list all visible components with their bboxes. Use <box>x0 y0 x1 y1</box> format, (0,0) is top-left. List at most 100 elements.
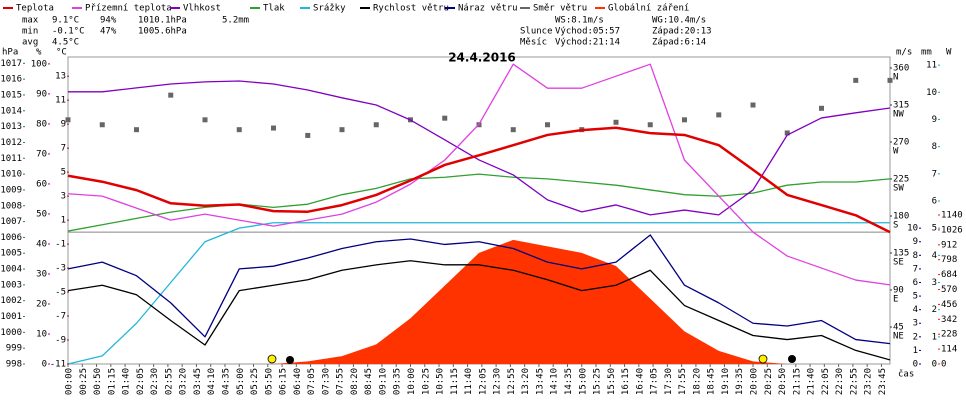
y-tick-label: 998 <box>6 360 22 370</box>
x-tick-label: 11:40 <box>464 368 474 395</box>
stat-text: Západ:6:14 <box>652 38 706 48</box>
x-tick-label: 17:30 <box>664 368 674 395</box>
y-tick-label: 114 <box>941 345 957 355</box>
axis-unit: hPa <box>2 48 18 58</box>
direction-point <box>647 122 653 128</box>
y-tick-label: 5 <box>932 224 937 234</box>
y-tick-label: 70 <box>36 149 47 159</box>
y-tick-label: 10 <box>926 88 937 98</box>
y-tick-label: 20 <box>36 299 47 309</box>
x-tick-label: 13:45 <box>535 368 545 395</box>
stat-text: 4.5°C <box>52 38 79 48</box>
stat-text: WG:10.4m/s <box>652 16 706 26</box>
y-tick-label: 0 <box>932 360 937 370</box>
y-tick-label: 228 <box>941 330 957 340</box>
x-tick-label: 00:50 <box>93 368 103 395</box>
y-tick-label: 1015 <box>0 90 22 100</box>
radiation-area <box>68 239 890 364</box>
x-tick-label: 19:10 <box>721 368 731 395</box>
x-tick-label: 06:40 <box>293 368 303 395</box>
direction-point <box>305 132 311 138</box>
y-tick-label: 9 <box>932 115 937 125</box>
stat-text: Slunce <box>520 27 553 37</box>
stat-text: 5.2mm <box>222 16 249 26</box>
stat-text: WS:8.1m/s <box>555 16 604 26</box>
y-tick-label: -1 <box>55 240 66 250</box>
direction-point <box>750 102 756 108</box>
y-tick-label: 1014 <box>0 106 22 116</box>
y-tick-label: 7 <box>61 144 66 154</box>
legend-label: Teplota <box>16 4 54 14</box>
direction-point <box>134 127 139 133</box>
x-tick-label: 04:35 <box>221 368 231 395</box>
x-tick-label: 07:05 <box>307 368 317 395</box>
y-tick-label: 4 <box>913 305 918 315</box>
y-tick-label: 2 <box>913 332 918 342</box>
sunset-icon <box>758 354 768 364</box>
direction-point <box>168 92 174 98</box>
y-tick-label: 1009 <box>0 185 22 195</box>
x-tick-label: 19:35 <box>735 368 745 395</box>
y-tick-label: 2 <box>932 305 937 315</box>
direction-point <box>442 115 448 121</box>
y-tick-label: 798 <box>941 255 957 265</box>
compass-label: E <box>893 295 898 305</box>
y-tick-label: 1011 <box>0 154 22 164</box>
y-tick-label: 1026 <box>941 225 963 235</box>
stat-text: 94% <box>100 16 117 26</box>
y-tick-label: 13 <box>55 72 66 82</box>
stat-text: Západ:20:13 <box>652 27 712 37</box>
direction-point <box>271 125 276 131</box>
y-tick-label: 270 <box>893 138 909 148</box>
y-tick-label: 1012 <box>0 138 22 148</box>
y-tick-label: -5 <box>55 288 66 298</box>
compass-label: N <box>893 73 898 83</box>
direction-point <box>784 130 790 136</box>
legend-label: Přízemní teplota <box>85 4 172 14</box>
y-tick-label: 1 <box>913 346 918 356</box>
x-tick-label: 08:45 <box>364 368 374 395</box>
y-tick-label: 1007 <box>0 217 22 227</box>
legend-label: Náraz větru <box>458 4 518 14</box>
x-tick-label: 20:50 <box>778 368 788 395</box>
legend-label: Rychlost větru <box>373 4 449 14</box>
x-tick-label: 23:20 <box>864 368 874 395</box>
x-tick-label: 02:55 <box>164 368 174 395</box>
stat-text: avg <box>22 38 38 48</box>
chart-title: 24.4.2016 <box>448 51 516 65</box>
y-tick-label: 40 <box>36 239 47 249</box>
x-tick-label: 08:20 <box>350 368 360 395</box>
y-tick-label: 60 <box>36 179 47 189</box>
direction-point <box>99 122 105 128</box>
legend-label: Směr větru <box>533 4 587 14</box>
x-tick-label: 15:50 <box>607 368 617 395</box>
x-tick-label: 22:55 <box>849 368 859 395</box>
y-tick-label: 3 <box>913 319 918 329</box>
y-tick-label: 999 <box>6 344 22 354</box>
x-tick-label: 22:30 <box>835 368 845 395</box>
legend-label: Vlhkost <box>183 4 221 14</box>
x-tick-label: 12:55 <box>507 368 517 395</box>
x-tick-label: 02:30 <box>150 368 160 395</box>
x-tick-label: 15:25 <box>593 368 603 395</box>
x-tick-label: 07:30 <box>321 368 331 395</box>
x-tick-label: 10:00 <box>407 368 417 395</box>
x-tick-label: 18:45 <box>707 368 717 395</box>
y-tick-label: 1013 <box>0 122 22 132</box>
x-tick-label: 16:15 <box>621 368 631 395</box>
series-line <box>68 80 891 216</box>
y-tick-label: 45 <box>893 323 904 333</box>
compass-label: NE <box>893 332 904 342</box>
direction-point <box>65 117 71 123</box>
x-tick-label: 05:25 <box>250 368 260 395</box>
y-tick-label: 10 <box>907 224 918 234</box>
y-tick-label: 6 <box>913 278 918 288</box>
y-tick-label: 90 <box>36 89 47 99</box>
x-tick-label: 21:15 <box>792 368 802 395</box>
compass-label: W <box>893 147 899 157</box>
x-tick-label: 05:50 <box>264 368 274 395</box>
y-tick-label: 1017 <box>0 59 22 69</box>
compass-label: SE <box>893 258 904 268</box>
legend-label: Tlak <box>263 4 285 14</box>
stat-text: Měsíc <box>520 38 547 48</box>
